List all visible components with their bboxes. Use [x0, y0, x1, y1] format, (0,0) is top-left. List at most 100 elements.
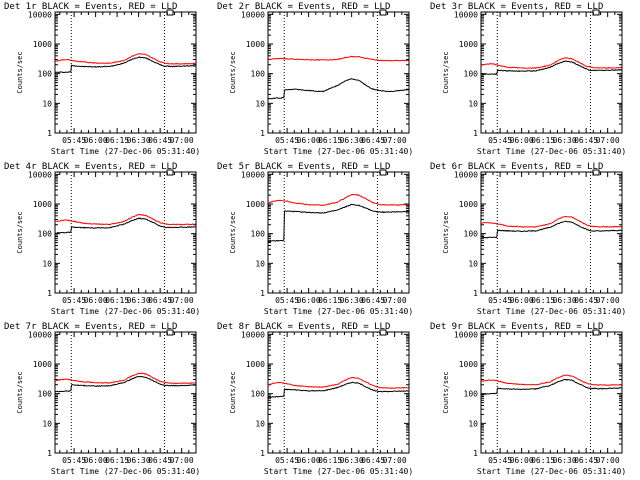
x-tick-label: 07:00: [596, 456, 620, 465]
top-marker: [379, 9, 387, 16]
events-line: [480, 378, 622, 396]
x-tick-label: 06:00: [297, 456, 321, 465]
y-axis-label: Counts/sec: [16, 371, 24, 413]
x-tick-label: 06:00: [84, 456, 108, 465]
plot-frame: [54, 11, 197, 134]
y-tick-label: 10: [42, 99, 52, 108]
y-tick-label: 10000: [454, 170, 478, 179]
panel-det-6r: Det 6r BLACK = Events, RED = LLD 10000 100…: [426, 160, 639, 320]
x-tick-label: 06:45: [574, 296, 598, 305]
y-tick-label: 10: [255, 259, 265, 268]
x-tick-label: 06:45: [361, 136, 385, 145]
x-tick-label: 05:45: [62, 456, 86, 465]
x-tick-label: 06:30: [553, 296, 577, 305]
events-line: [54, 217, 196, 234]
x-tick-label: 07:00: [596, 296, 620, 305]
y-tick-label: 100: [464, 390, 479, 399]
panel-det-2r: Det 2r BLACK = Events, RED = LLD 10000 100…: [213, 0, 426, 160]
y-tick-label: 1000: [33, 40, 52, 49]
x-tick-label: 06:00: [510, 456, 534, 465]
top-marker: [592, 329, 600, 336]
x-tick-label: 06:15: [531, 456, 555, 465]
y-tick-label: 1000: [246, 40, 265, 49]
x-tick-label: 06:30: [340, 296, 364, 305]
y-tick-label: 1000: [33, 200, 52, 209]
y-tick-label: 1: [260, 289, 265, 298]
chart-title: Det 9r BLACK = Events, RED = LLD: [430, 322, 603, 332]
x-tick-label: 06:00: [84, 136, 108, 145]
y-tick-label: 1000: [459, 360, 478, 369]
y-tick-label: 10000: [454, 10, 478, 19]
y-tick-label: 100: [464, 70, 479, 79]
lld-line: [55, 372, 196, 385]
y-tick-label: 1: [473, 129, 478, 138]
x-tick-label: 06:00: [84, 296, 108, 305]
x-tick-label: 06:30: [553, 456, 577, 465]
lld-line: [480, 215, 622, 228]
events-line: [267, 78, 409, 100]
chart-title: Det 3r BLACK = Events, RED = LLD: [430, 2, 603, 12]
panel-det-4r: Det 4r BLACK = Events, RED = LLD 10000 100…: [0, 160, 213, 320]
x-tick-label: 06:45: [148, 456, 172, 465]
x-tick-label: 06:45: [574, 136, 598, 145]
y-axis-label: Counts/sec: [229, 371, 237, 413]
x-tick-label: 06:30: [127, 456, 151, 465]
lld-line: [480, 374, 622, 386]
panel-det-5r: Det 5r BLACK = Events, RED = LLD 10000 100…: [213, 160, 426, 320]
chart-title: Det 1r BLACK = Events, RED = LLD: [4, 2, 177, 12]
panel-det-7r: Det 7r BLACK = Events, RED = LLD 10000 100…: [0, 320, 213, 480]
chart-det-6r: Det 6r BLACK = Events, RED = LLD10000100…: [430, 162, 626, 316]
plot-frame: [54, 171, 197, 294]
chart-det-1r: Det 1r BLACK = Events, RED = LLD10000100…: [4, 2, 200, 156]
panel-det-9r: Det 9r BLACK = Events, RED = LLD 10000 100…: [426, 320, 639, 480]
y-tick-label: 1: [260, 129, 265, 138]
x-tick-label: 06:15: [105, 456, 129, 465]
events-line: [267, 203, 409, 243]
chart-title: Det 4r BLACK = Events, RED = LLD: [4, 162, 177, 172]
y-tick-label: 1000: [459, 40, 478, 49]
lld-line: [54, 213, 196, 226]
y-tick-label: 100: [251, 230, 266, 239]
y-tick-label: 10: [42, 419, 52, 428]
plot-frame: [267, 331, 410, 454]
x-axis-label: Start Time (27-Dec-06 05:31:40): [51, 307, 200, 316]
y-tick-label: 10000: [241, 10, 265, 19]
plot-frame: [480, 171, 623, 294]
x-tick-label: 06:15: [531, 296, 555, 305]
x-axis-label: Start Time (27-Dec-06 05:31:40): [264, 147, 413, 156]
y-tick-label: 10: [42, 259, 52, 268]
x-tick-label: 06:45: [574, 456, 598, 465]
y-tick-label: 10: [255, 99, 265, 108]
chart-title: Det 6r BLACK = Events, RED = LLD: [430, 162, 603, 172]
plot-frame: [480, 11, 623, 134]
plot-frame: [480, 331, 623, 454]
x-tick-label: 06:15: [318, 296, 342, 305]
panel-det-8r: Det 8r BLACK = Events, RED = LLD 10000 100…: [213, 320, 426, 480]
x-tick-label: 06:45: [361, 296, 385, 305]
x-tick-label: 06:15: [105, 136, 129, 145]
top-marker: [166, 9, 174, 16]
x-axis-label: Start Time (27-Dec-06 05:31:40): [477, 147, 626, 156]
y-tick-label: 100: [38, 70, 53, 79]
x-tick-label: 06:30: [340, 456, 364, 465]
x-tick-label: 06:45: [148, 296, 172, 305]
events-line: [480, 220, 622, 239]
y-tick-label: 1: [47, 289, 52, 298]
chart-title: Det 2r BLACK = Events, RED = LLD: [217, 2, 390, 12]
x-tick-label: 06:45: [361, 456, 385, 465]
y-tick-label: 10: [468, 259, 478, 268]
panel-det-3r: Det 3r BLACK = Events, RED = LLD 10000 100…: [426, 0, 639, 160]
top-marker: [166, 169, 174, 176]
y-tick-label: 10000: [241, 330, 265, 339]
events-line: [267, 381, 409, 399]
x-tick-label: 06:15: [105, 296, 129, 305]
x-axis-label: Start Time (27-Dec-06 05:31:40): [477, 307, 626, 316]
x-tick-label: 06:30: [127, 136, 151, 145]
plot-frame: [267, 171, 410, 294]
x-tick-label: 05:45: [275, 296, 299, 305]
y-tick-label: 1000: [459, 200, 478, 209]
y-tick-label: 1: [47, 449, 52, 458]
events-line: [54, 56, 196, 74]
x-tick-label: 05:45: [275, 136, 299, 145]
